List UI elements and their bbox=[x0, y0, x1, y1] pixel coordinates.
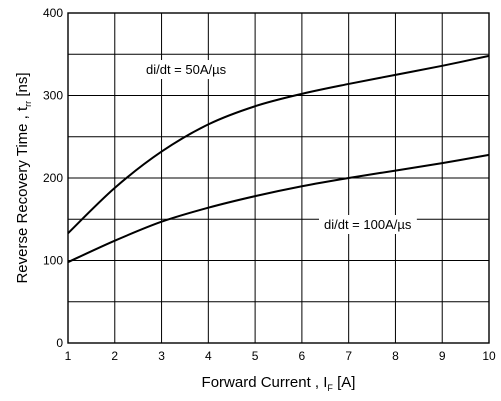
annotation-50-background bbox=[141, 60, 232, 79]
annotation-100-background bbox=[319, 215, 417, 234]
series-lines bbox=[67, 54, 490, 264]
x-tick-label: 6 bbox=[299, 349, 306, 363]
x-tick-label: 8 bbox=[392, 349, 399, 363]
x-axis-title-main: Forward Current , I bbox=[202, 374, 328, 391]
grid bbox=[67, 12, 490, 344]
x-axis-title: Forward Current , IF [A] bbox=[202, 374, 356, 393]
series-line bbox=[67, 54, 490, 234]
x-tick-label: 3 bbox=[158, 349, 165, 363]
x-axis-title-unit: [A] bbox=[333, 374, 356, 391]
x-tick-label: 7 bbox=[345, 349, 352, 363]
y-tick-label: 200 bbox=[43, 171, 63, 185]
annotation-50: di/dt = 50A/µs bbox=[146, 62, 227, 77]
y-axis-title-sub: rr bbox=[23, 101, 33, 107]
annotation-100: di/dt = 100A/µs bbox=[324, 217, 412, 232]
y-tick-label: 300 bbox=[43, 89, 63, 103]
x-tick-label: 10 bbox=[482, 349, 496, 363]
series-line bbox=[67, 153, 490, 264]
y-tick-label: 400 bbox=[43, 6, 63, 20]
y-axis-title-main: Reverse Recovery Time , t bbox=[14, 106, 31, 284]
x-tick-label: 5 bbox=[252, 349, 259, 363]
x-tick-label: 9 bbox=[439, 349, 446, 363]
x-tick-label: 4 bbox=[205, 349, 212, 363]
y-axis-title: Reverse Recovery Time , trr [ns] bbox=[14, 72, 33, 283]
y-axis-title-unit: [ns] bbox=[14, 72, 31, 100]
plot-frame bbox=[67, 12, 490, 344]
y-tick-label: 100 bbox=[43, 254, 63, 268]
x-tick-label: 2 bbox=[111, 349, 118, 363]
y-tick-label: 0 bbox=[56, 336, 63, 350]
x-axis-title-sub: F bbox=[327, 383, 333, 393]
x-tick-label: 1 bbox=[65, 349, 72, 363]
